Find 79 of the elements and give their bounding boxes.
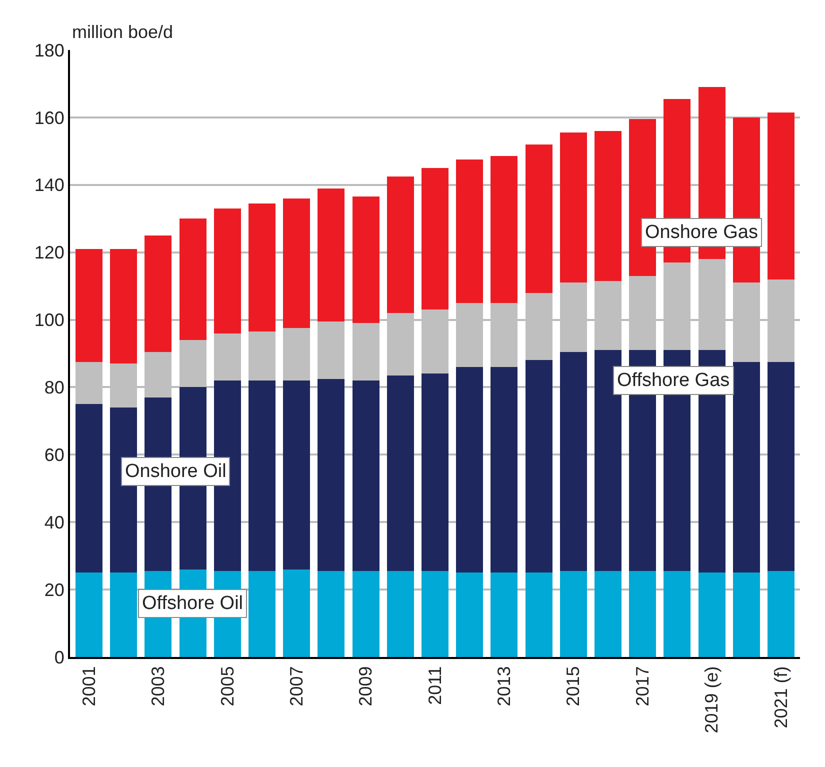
bar (664, 571, 691, 657)
series-label: Onshore Gas (645, 222, 758, 243)
bar (386, 571, 414, 657)
bar (386, 375, 414, 572)
bar (110, 248, 138, 364)
y-axis-title: million boe/d (72, 22, 174, 42)
x-tick-label: 2011 (424, 666, 445, 705)
x-tick-label: 2009 (356, 666, 376, 706)
bar (525, 572, 552, 657)
y-tick-label: 80 (44, 378, 64, 398)
bar (352, 380, 380, 572)
bar (248, 380, 276, 572)
bar (179, 218, 206, 340)
bar (352, 323, 380, 380)
y-tick-label: 40 (44, 512, 64, 532)
bar (594, 130, 622, 281)
bar (767, 362, 794, 572)
y-tick-label: 60 (44, 444, 64, 465)
bar (214, 208, 241, 334)
x-tick-label: 2015 (563, 666, 584, 706)
bar (560, 132, 587, 283)
bar (318, 571, 345, 657)
y-tick-label: 160 (34, 108, 64, 128)
bar (525, 360, 552, 573)
bar (732, 362, 760, 573)
bar (352, 196, 380, 324)
series-label: Onshore Oil (125, 461, 226, 482)
x-tick-label: 2021 (f) (770, 666, 791, 728)
bar (283, 569, 310, 657)
y-tick-label: 0 (54, 647, 64, 668)
x-tick-label: 2019 (e) (702, 666, 722, 734)
bar (525, 144, 552, 293)
y-tick-label: 180 (34, 40, 64, 60)
bar (318, 188, 345, 322)
bar (422, 374, 448, 572)
x-tick-label: 2001 (78, 666, 99, 706)
bar (594, 571, 622, 657)
bar (248, 203, 276, 332)
x-tick-label: 2017 (632, 666, 652, 706)
bar (352, 571, 380, 657)
bar (490, 366, 518, 573)
bar (214, 333, 241, 380)
y-tick-label: 20 (44, 580, 64, 600)
bar (76, 572, 103, 657)
x-tick-label: 2005 (217, 666, 238, 706)
bar (456, 160, 484, 303)
bar (560, 352, 587, 572)
bar (767, 571, 794, 657)
bar (248, 571, 276, 657)
bar (110, 572, 138, 657)
x-tick-label: 2013 (494, 666, 514, 706)
y-tick-label: 120 (34, 242, 64, 263)
bar (422, 168, 448, 310)
bar (318, 378, 345, 572)
series-label: Offshore Oil (142, 593, 244, 614)
x-tick-label: 2007 (286, 666, 306, 706)
y-tick-label: 100 (34, 310, 64, 330)
bar (248, 332, 276, 380)
bar (386, 176, 414, 314)
y-tick-label: 140 (34, 175, 64, 196)
bar (456, 572, 484, 657)
bar (76, 404, 103, 573)
bar (732, 572, 760, 657)
bar (456, 366, 484, 573)
series-label: Offshore Gas (617, 370, 730, 391)
bar (490, 156, 518, 303)
bar (422, 571, 448, 657)
bar (629, 571, 656, 657)
bar (144, 235, 172, 352)
bar (283, 198, 310, 328)
bar (283, 380, 310, 570)
bar (283, 328, 310, 380)
bar (698, 572, 726, 657)
x-tick-label: 2003 (148, 666, 168, 706)
bar (767, 112, 794, 280)
bar (318, 321, 345, 379)
bar (490, 572, 518, 657)
bar (560, 571, 587, 657)
bar (76, 248, 103, 362)
